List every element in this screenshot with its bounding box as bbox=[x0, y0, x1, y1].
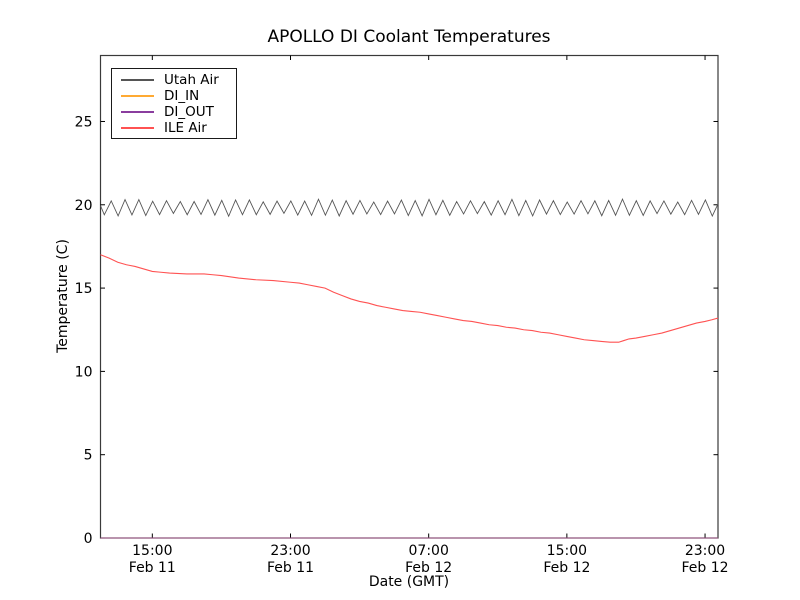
di-out-line-swatch bbox=[121, 111, 154, 113]
legend: Utah Air DI_IN DI_OUT ILE Air bbox=[111, 68, 237, 139]
di-in-line-swatch bbox=[121, 95, 154, 97]
x-tick-date-label: Feb 11 bbox=[129, 560, 176, 576]
x-tick-date-label: Feb 12 bbox=[405, 560, 452, 576]
legend-item-ile-air: ILE Air bbox=[112, 120, 236, 136]
series-line-ile-air bbox=[100, 254, 719, 343]
x-tick-date-label: Feb 11 bbox=[267, 560, 314, 576]
y-tick-label: 25 bbox=[75, 114, 93, 130]
y-tick-label: 5 bbox=[84, 448, 93, 464]
chart-title: APOLLO DI Coolant Temperatures bbox=[267, 27, 551, 47]
y-tick-label: 0 bbox=[84, 531, 93, 547]
y-tick-label: 20 bbox=[75, 198, 93, 214]
x-tick-date-label: Feb 12 bbox=[543, 560, 590, 576]
x-axis-title: Date (GMT) bbox=[368, 574, 450, 590]
ile-air-line-swatch bbox=[121, 127, 154, 129]
x-tick-time-label: 23:00 bbox=[685, 543, 725, 559]
y-tick-label: 10 bbox=[75, 364, 93, 380]
x-tick-date-label: Feb 12 bbox=[682, 560, 729, 576]
legend-label: DI_IN bbox=[164, 88, 200, 104]
x-tick-time-label: 07:00 bbox=[409, 543, 449, 559]
x-tick-time-label: 15:00 bbox=[547, 543, 587, 559]
y-axis-title: Temperature (C) bbox=[55, 239, 71, 353]
legend-item-di-out: DI_OUT bbox=[112, 104, 236, 120]
y-tick-label: 15 bbox=[75, 281, 93, 297]
x-tick-time-label: 23:00 bbox=[270, 543, 310, 559]
series-line-utah-air bbox=[100, 197, 719, 218]
legend-label: Utah Air bbox=[164, 72, 219, 88]
legend-label: DI_OUT bbox=[164, 104, 214, 120]
legend-label: ILE Air bbox=[164, 120, 207, 136]
x-tick-time-label: 15:00 bbox=[132, 543, 172, 559]
legend-item-utah-air: Utah Air bbox=[112, 72, 236, 88]
utah-air-line-swatch bbox=[121, 79, 154, 81]
legend-item-di-in: DI_IN bbox=[112, 88, 236, 104]
